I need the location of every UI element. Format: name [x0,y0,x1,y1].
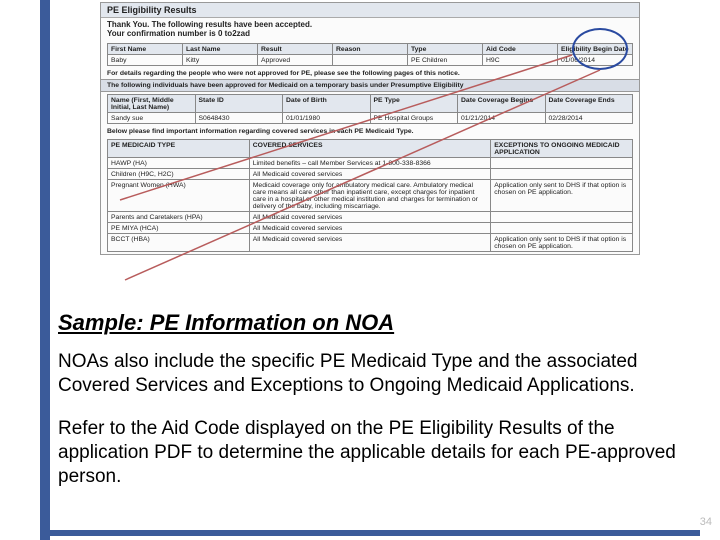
approved-table: Name (First, Middle Initial, Last Name)S… [107,94,633,124]
column-header: COVERED SERVICES [249,140,491,158]
table-cell: Pregnant Women (HWA) [108,180,250,212]
column-header: Aid Code [483,44,558,55]
table-cell: BCCT (HBA) [108,234,250,252]
results-table: First NameLast NameResultReasonTypeAid C… [107,43,633,66]
bottom-accent-bar [40,530,700,536]
table-cell: Application only sent to DHS if that opt… [491,234,633,252]
table-row: BabyKittyApproved PE ChildrenH9C01/06/201… [108,55,633,66]
table-row: Pregnant Women (HWA)Medicaid coverage on… [108,180,633,212]
thank-you-line: Thank You. The following results have be… [101,18,639,29]
table-row: Parents and Caretakers (HPA)All Medicaid… [108,212,633,223]
table-cell: All Medicaid covered services [249,212,491,223]
table-cell [333,55,408,66]
table-cell: PE Hospital Groups [370,113,458,124]
table-cell: 01/06/2014 [558,55,633,66]
details-note: For details regarding the people who wer… [101,68,639,79]
column-header: First Name [108,44,183,55]
column-header: Last Name [183,44,258,55]
table-row: Children (H9C, H2C)All Medicaid covered … [108,169,633,180]
table-cell: 01/21/2014 [458,113,546,124]
table-cell: Parents and Caretakers (HPA) [108,212,250,223]
panel-title: PE Eligibility Results [101,3,639,18]
left-accent-bar [40,0,50,540]
table-cell [491,158,633,169]
column-header: Date of Birth [283,95,371,113]
column-header: Date Coverage Ends [545,95,633,113]
figure-caption: Sample: PE Information on NOA [58,310,698,336]
table-cell: 01/01/1980 [283,113,371,124]
table-cell: H9C [483,55,558,66]
table-cell: PE Children [408,55,483,66]
table-row: PE MIYA (HCA)All Medicaid covered servic… [108,223,633,234]
confirmation-line: Your confirmation number is 0 to2zad [101,29,639,41]
column-header: Reason [333,44,408,55]
approved-band: The following individuals have been appr… [101,79,639,92]
table-cell: Sandy sue [108,113,196,124]
column-header: Date Coverage Begins [458,95,546,113]
table-cell: All Medicaid covered services [249,169,491,180]
below-note: Below please find important information … [101,126,639,137]
table-cell [491,223,633,234]
column-header: PE MEDICAID TYPE [108,140,250,158]
table-cell: Kitty [183,55,258,66]
paragraph-2: Refer to the Aid Code displayed on the P… [58,417,698,490]
paragraph-1: NOAs also include the specific PE Medica… [58,350,698,399]
table-cell: Approved [258,55,333,66]
page-number: 34 [700,516,712,528]
table-cell: Limited benefits – call Member Services … [249,158,491,169]
table-cell: PE MIYA (HCA) [108,223,250,234]
column-header: PE Type [370,95,458,113]
column-header: Name (First, Middle Initial, Last Name) [108,95,196,113]
column-header: Eligibility Begin Date [558,44,633,55]
table-cell: 02/28/2014 [545,113,633,124]
table-cell [491,169,633,180]
table-row: HAWP (HA)Limited benefits – call Member … [108,158,633,169]
table-cell: All Medicaid covered services [249,234,491,252]
screenshot-panel: PE Eligibility Results Thank You. The fo… [100,2,640,255]
table-cell [491,212,633,223]
table-cell: Application only sent to DHS if that opt… [491,180,633,212]
column-header: EXCEPTIONS TO ONGOING MEDICAID APPLICATI… [491,140,633,158]
table-row: Sandy sueS064843001/01/1980PE Hospital G… [108,113,633,124]
text-content: Sample: PE Information on NOA NOAs also … [58,310,698,508]
column-header: Type [408,44,483,55]
table-cell: All Medicaid covered services [249,223,491,234]
table-row: BCCT (HBA)All Medicaid covered servicesA… [108,234,633,252]
column-header: Result [258,44,333,55]
table-cell: Medicaid coverage only for ambulatory me… [249,180,491,212]
services-table: PE MEDICAID TYPECOVERED SERVICESEXCEPTIO… [107,139,633,252]
table-cell: Children (H9C, H2C) [108,169,250,180]
column-header: State ID [195,95,283,113]
table-cell: S0648430 [195,113,283,124]
table-cell: HAWP (HA) [108,158,250,169]
table-cell: Baby [108,55,183,66]
